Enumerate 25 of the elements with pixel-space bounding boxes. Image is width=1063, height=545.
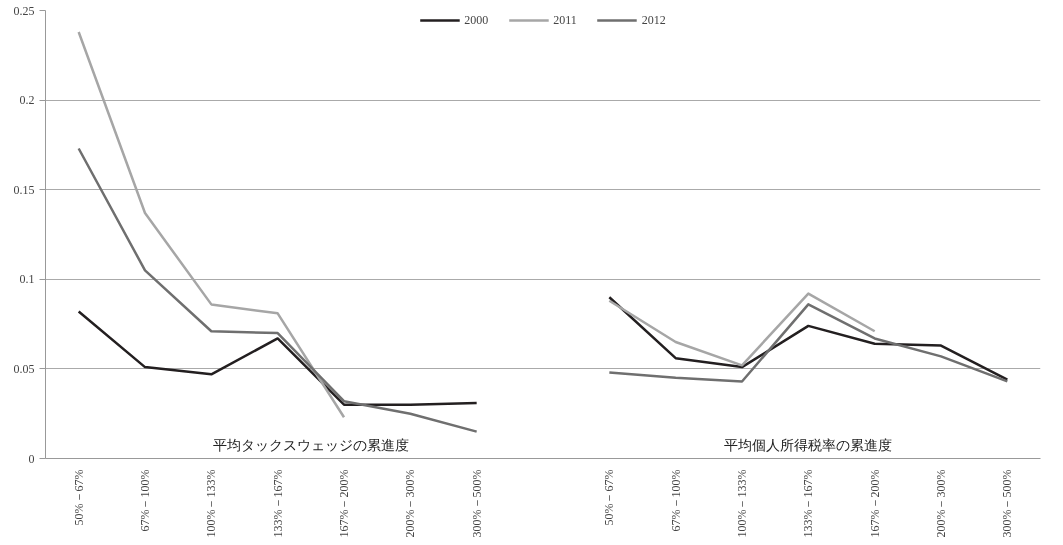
x-tick-label: 167%－200%	[867, 469, 882, 538]
x-tick-label: 100%－133%	[735, 469, 749, 538]
y-tick-label: 0.15	[13, 182, 35, 197]
annotation: 平均個人所得税率の累進度	[724, 436, 893, 453]
annotation: 平均タックスウェッジの累進度	[212, 436, 409, 453]
x-tick-label: 200%－300%	[934, 469, 948, 538]
y-tick-label: 0.1	[19, 272, 35, 287]
legend-label: 2011	[553, 12, 577, 28]
x-tick-label: 167%－200%	[337, 469, 351, 538]
x-tick-label: 300%－500%	[1000, 469, 1015, 538]
x-tick-label: 50%－67%	[71, 469, 86, 526]
x-tick-label: 67%－100%	[138, 469, 152, 532]
y-tick-label: 0.25	[13, 3, 35, 18]
y-tick-label: 0.05	[13, 361, 35, 376]
x-tick-label: 133%－167%	[801, 469, 816, 538]
x-tick-label: 133%－167%	[270, 469, 285, 538]
legend-label: 2000	[464, 12, 489, 28]
y-tick-label: 0.2	[19, 93, 35, 108]
x-tick-label: 300%－500%	[469, 469, 484, 538]
legend-label: 2012	[641, 12, 666, 28]
x-tick-label: 50%－67%	[602, 469, 617, 526]
x-tick-label: 67%－100%	[668, 469, 683, 532]
x-tick-label: 100%－133%	[204, 469, 219, 538]
x-tick-label: 200%－300%	[403, 469, 418, 538]
y-tick-label: 0	[28, 451, 35, 466]
